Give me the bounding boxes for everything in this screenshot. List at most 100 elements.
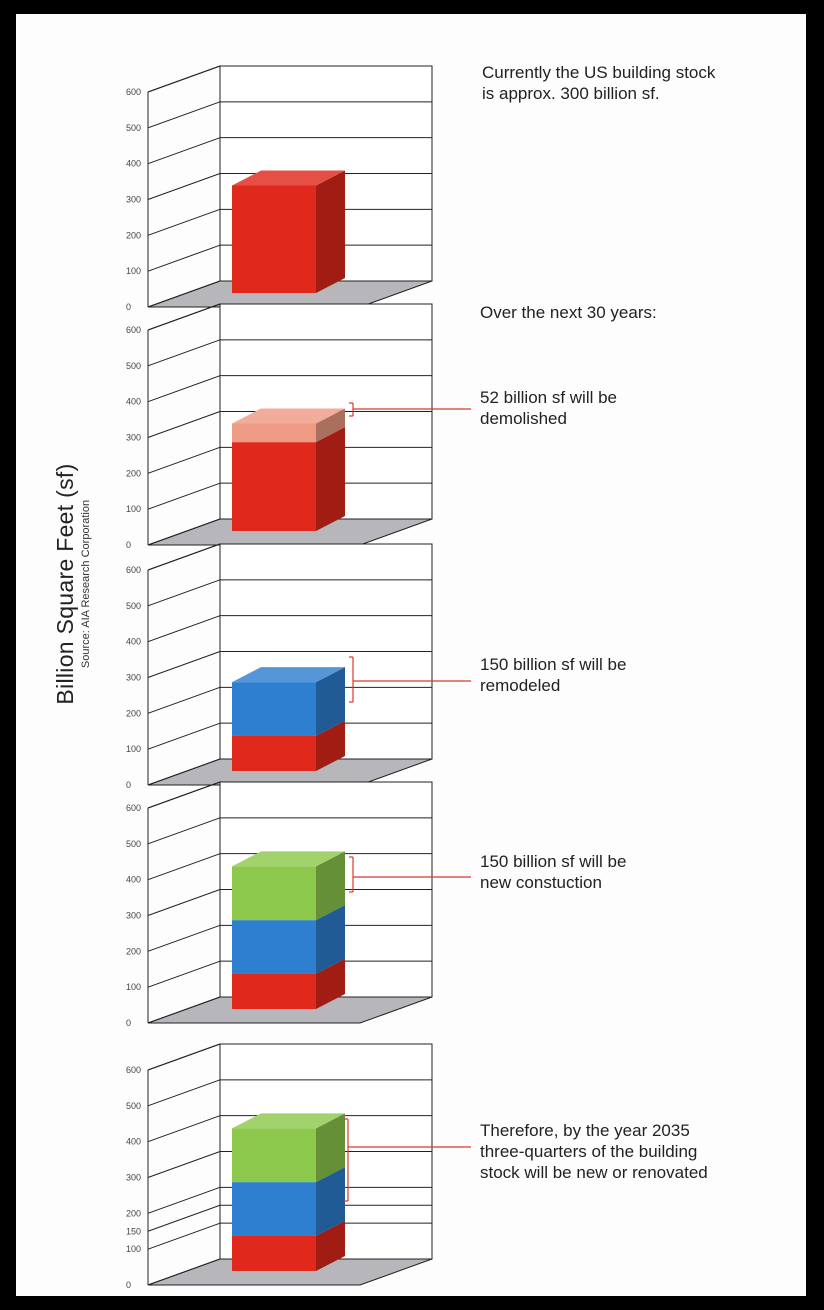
note-demolished: 52 billion sf will be demolished [480, 388, 618, 428]
y-tick-label: 300 [126, 673, 141, 683]
y-axis-title-block: Billion Square Feet (sf) Source: AIA Res… [52, 304, 92, 864]
bar-segment-new_construction [232, 1128, 316, 1183]
y-tick-label: 400 [126, 1137, 141, 1147]
y-tick-label: 150 [126, 1226, 141, 1236]
y-tick-label: 100 [126, 744, 141, 754]
y-tick-label: 500 [126, 1101, 141, 1111]
y-tick-label: 0 [126, 780, 131, 790]
bar-segment-remodeled [232, 920, 316, 974]
y-tick-label: 200 [126, 468, 141, 478]
gridline-side [147, 758, 221, 786]
y-tick-label: 200 [126, 946, 141, 956]
top-edge [147, 543, 221, 571]
bar-top-remodeled [232, 667, 345, 683]
y-tick-label: 500 [126, 601, 141, 611]
bar-segment-new_construction [232, 866, 316, 921]
chart-panel-2: 0 100 200 300 400 500 600 [126, 303, 471, 550]
y-tick-label: 100 [126, 982, 141, 992]
gridline-side [147, 518, 221, 546]
source-credit: Source: AIA Research Corporation [80, 499, 92, 669]
gridline-side [147, 1151, 221, 1178]
y-tick-label: 500 [126, 839, 141, 849]
bar-side-new_construction [316, 851, 345, 921]
bar-segment-existing [232, 1235, 316, 1271]
top-edge [147, 781, 221, 809]
bar-segment-remodeled [232, 682, 316, 736]
chart-canvas: 0 100 200 300 400 500 600 0 100 200 300 400 500 600 0 1… [126, 65, 471, 1290]
top-edge [147, 303, 221, 331]
y-tick-label: 500 [126, 123, 141, 133]
y-tick-label: 0 [126, 1280, 131, 1290]
gridline-side [147, 996, 221, 1024]
y-tick-label: 600 [126, 1065, 141, 1075]
y-tick-label: 300 [126, 1173, 141, 1183]
gridline-side [147, 375, 221, 403]
y-tick-label: 200 [126, 708, 141, 718]
top-edge [147, 1043, 221, 1071]
note-current-stock: Currently the US building stock is appro… [482, 63, 716, 103]
gridline-side [147, 411, 221, 438]
y-tick-label: 100 [126, 1244, 141, 1254]
gridline-side [147, 339, 221, 367]
gridline-side [147, 651, 221, 678]
bar-side-remodeled [316, 905, 345, 974]
gridline-side [147, 101, 221, 129]
y-tick-label: 400 [126, 397, 141, 407]
bar-side-new_construction [316, 1113, 345, 1183]
gridline-side [147, 280, 221, 308]
gridline-side [147, 1258, 221, 1286]
y-tick-label: 600 [126, 565, 141, 575]
chart-panel-3: 0 100 200 300 400 500 600 [126, 543, 471, 790]
infographic-page: 0 100 200 300 400 500 600 0 100 200 300 400 500 600 0 1… [16, 14, 806, 1296]
gridline-side [147, 244, 221, 272]
y-tick-label: 300 [126, 911, 141, 921]
y-tick-label: 400 [126, 875, 141, 885]
gridline-side [147, 1222, 221, 1250]
bar-segment-existing [232, 735, 316, 771]
bar-segment-existing [232, 973, 316, 1009]
gridline-side [147, 173, 221, 200]
chart-panel-5: 0 100 150 200 300 400 500 600 [126, 1043, 471, 1290]
gridline-side [147, 722, 221, 750]
top-edge [147, 65, 221, 93]
note-next-30-years: Over the next 30 years: [480, 303, 657, 322]
gridline-side [147, 137, 221, 165]
gridline-side [147, 208, 221, 236]
gridline-side [147, 446, 221, 474]
y-tick-label: 100 [126, 504, 141, 514]
chart-panel-4: 0 100 200 300 400 500 600 [126, 781, 471, 1028]
gridline-side [147, 615, 221, 643]
bar-top-existing [232, 170, 345, 186]
y-axis-title: Billion Square Feet (sf) [52, 463, 78, 705]
y-tick-label: 0 [126, 540, 131, 550]
gridline-side [147, 853, 221, 881]
bar-top-demolished [232, 408, 345, 424]
gridline-side [147, 1115, 221, 1143]
gridline-side [147, 686, 221, 714]
y-tick-label: 400 [126, 159, 141, 169]
y-tick-label: 600 [126, 325, 141, 335]
y-tick-label: 0 [126, 1018, 131, 1028]
chart-panel-1: 0 100 200 300 400 500 600 [126, 65, 433, 312]
y-tick-label: 600 [126, 87, 141, 97]
bar-side-remodeled [316, 1167, 345, 1236]
bar-segment-remodeled [232, 1182, 316, 1236]
gridline-side [147, 579, 221, 607]
bar-side-existing [316, 170, 345, 293]
y-tick-label: 300 [126, 433, 141, 443]
bar-top-new_construction [232, 1113, 345, 1129]
bar-segment-demolished [232, 423, 316, 443]
bar-side-existing [316, 720, 345, 771]
y-tick-label: 300 [126, 195, 141, 205]
bar-top-new_construction [232, 851, 345, 867]
bar-side-existing [316, 958, 345, 1009]
y-tick-label: 400 [126, 637, 141, 647]
gridline-side [147, 960, 221, 988]
bar-segment-existing [232, 185, 316, 293]
y-tick-label: 500 [126, 361, 141, 371]
gridline-side [147, 1204, 221, 1232]
gridline-side [147, 817, 221, 845]
y-tick-label: 0 [126, 302, 131, 312]
gridline-side [147, 1079, 221, 1107]
y-tick-label: 100 [126, 266, 141, 276]
